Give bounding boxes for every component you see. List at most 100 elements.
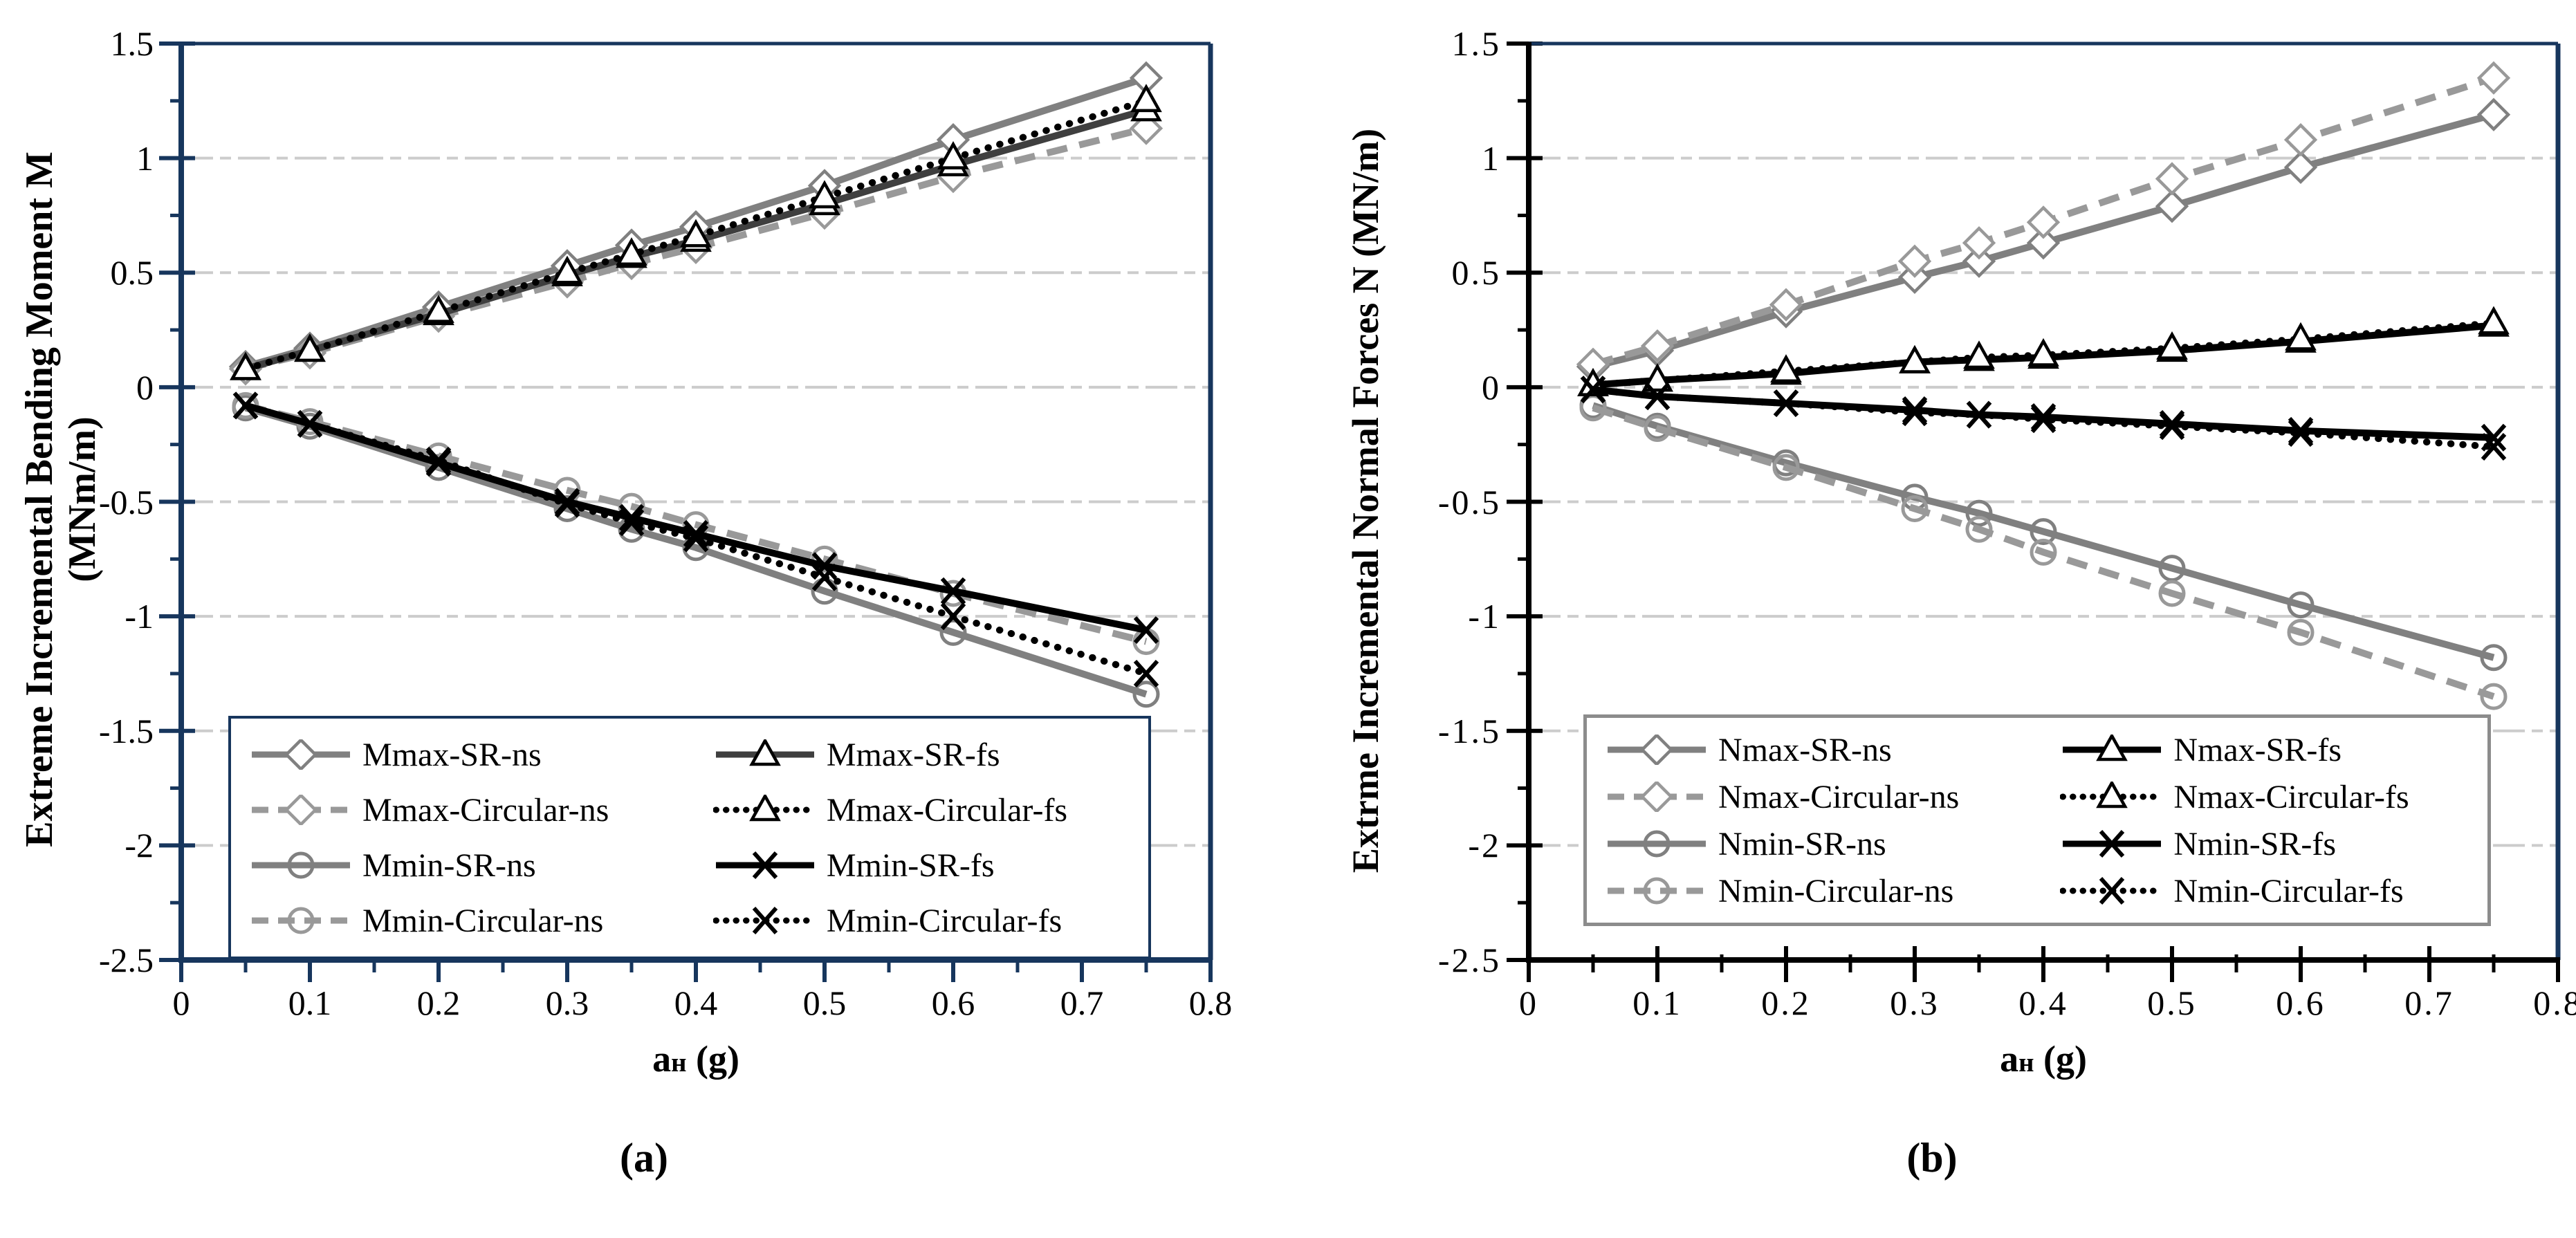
x-tick-label: 0	[1519, 983, 1538, 1022]
series-marker-circle	[1132, 681, 1160, 708]
legend-item-Nmax-SR-fs: Nmax-SR-fs	[2060, 731, 2482, 769]
y-tick-label: 0.5	[1451, 253, 1501, 293]
series-line-Nmin-SR-fs	[1592, 386, 2494, 441]
x-tick-label: 0.1	[1632, 983, 1682, 1022]
legend-item-Nmin-SR-fs: Nmin-SR-fs	[2060, 825, 2482, 863]
y-tick-label: -2.5	[1437, 941, 1501, 979]
series-marker-x	[940, 577, 966, 605]
legend-swatch	[1608, 877, 1706, 905]
series-marker-x	[2099, 830, 2125, 858]
legend-swatch	[1608, 830, 1706, 858]
legend-label: Mmin-SR-ns	[362, 847, 536, 884]
y-tick-label: -1	[125, 597, 154, 636]
x-tick-label: 0.8	[2533, 983, 2576, 1022]
legend-swatch	[715, 739, 814, 766]
series-line-Nmin-Circular-ns	[1592, 404, 2495, 700]
series-marker-triangle	[423, 294, 454, 323]
series-marker-circle	[1644, 415, 1671, 442]
x-tick-label: 0.1	[288, 983, 332, 1022]
legend-item-Mmax-SR-fs: Mmax-SR-fs	[713, 736, 1143, 774]
series-line-Nmin-SR-ns	[1592, 402, 2495, 661]
legend-label: Mmax-Circular-fs	[826, 791, 1068, 829]
series-marker-circle	[2158, 580, 2186, 607]
x-tick-label: 0.8	[1188, 983, 1233, 1022]
x-tick-label: 0.4	[2018, 983, 2068, 1022]
legend-label: Mmax-SR-fs	[826, 736, 1000, 773]
series-marker-triangle	[1130, 84, 1162, 113]
series-marker-diamond	[2476, 61, 2511, 95]
legend-label: Nmax-Circular-fs	[2173, 778, 2409, 815]
series-marker-triangle	[749, 795, 781, 822]
series-marker-x	[618, 508, 645, 537]
series-marker-diamond	[1639, 782, 1674, 812]
x-tick-label: 0	[172, 983, 190, 1022]
series-marker-circle	[2480, 683, 2508, 710]
legend-swatch	[712, 795, 817, 822]
y-tick-label: -0.5	[1437, 482, 1501, 521]
y-tick-label: -1	[1468, 597, 1501, 636]
series-marker-x	[940, 602, 966, 631]
series-marker-triangle	[2096, 782, 2128, 809]
chart-a-plot-svg	[159, 41, 1213, 982]
legend-item-Mmax-SR-ns: Mmax-SR-ns	[249, 736, 713, 774]
caption-b: (b)	[1906, 1135, 1958, 1181]
legend-item-Nmin-SR-ns: Nmin-SR-ns	[1605, 825, 2060, 863]
series-marker-circle	[939, 618, 967, 646]
legend-label: Mmax-SR-ns	[362, 736, 542, 773]
legend-item-Mmin-SR-fs: Mmin-SR-fs	[713, 847, 1143, 885]
legend-label: Nmin-SR-fs	[2173, 825, 2337, 862]
legend-item-Mmax-Circular-ns: Mmax-Circular-ns	[249, 791, 713, 829]
series-marker-diamond	[2155, 162, 2189, 196]
series-marker-circle	[2287, 618, 2315, 646]
series-marker-circle	[2030, 518, 2057, 546]
x-tick-label: 0.3	[545, 983, 589, 1022]
series-marker-circle	[2287, 591, 2315, 619]
x-axis-title-symbol: a	[652, 1038, 672, 1080]
series-marker-x	[2159, 412, 2185, 441]
series-marker-triangle	[2285, 322, 2317, 351]
series-marker-triangle	[2478, 306, 2510, 335]
series-marker-triangle	[1899, 344, 1931, 373]
x-axis-title-unit: (g)	[2034, 1038, 2087, 1080]
y-tick-label: -1.5	[98, 711, 154, 750]
series-line-Mmin-Circular-fs	[242, 402, 1150, 677]
y-axis-title-line1: Extrme Incremental Normal Forces N (MN/m…	[1345, 128, 1386, 874]
x-tick-label: 0.7	[1060, 983, 1104, 1022]
series-marker-circle	[1772, 454, 1800, 481]
series-marker-x	[1133, 616, 1159, 644]
legend-swatch	[252, 851, 350, 879]
legend-label: Mmin-SR-fs	[826, 847, 995, 884]
legend-swatch	[1608, 782, 1706, 812]
legend-swatch	[2063, 830, 2162, 858]
series-marker-triangle	[294, 333, 326, 362]
x-tick-label: 0.2	[416, 983, 461, 1022]
legend-swatch	[2060, 877, 2164, 905]
series-marker-x	[752, 907, 778, 934]
legend-item-Nmin-Circular-ns: Nmin-Circular-ns	[1605, 872, 2060, 910]
series-marker-x	[811, 563, 838, 591]
series-marker-x	[2099, 877, 2125, 905]
legend-swatch	[2060, 782, 2164, 809]
legend-item-Mmin-Circular-fs: Mmin-Circular-fs	[712, 902, 1143, 940]
x-axis-title-unit: (g)	[686, 1038, 739, 1080]
x-tick-label: 0.5	[802, 983, 847, 1022]
legend-item-Mmin-SR-ns: Mmin-SR-ns	[249, 847, 713, 885]
series-marker-diamond	[2026, 226, 2061, 260]
series-marker-x	[2481, 433, 2507, 461]
series-marker-circle	[1643, 830, 1671, 858]
legend-swatch	[252, 739, 350, 770]
series-marker-x	[425, 446, 452, 474]
legend-item-Nmin-Circular-fs: Nmin-Circular-fs	[2060, 872, 2482, 910]
chart-a-legend: Mmax-SR-ns Mmax-Circular-ns Mmin-SR-ns Mmin…	[228, 716, 1151, 959]
y-tick-label: 0.5	[110, 253, 154, 293]
legend-swatch	[252, 907, 350, 934]
series-marker-x	[2288, 419, 2314, 447]
series-marker-triangle	[616, 237, 647, 266]
x-tick-label: 0.6	[931, 983, 975, 1022]
legend-label: Nmax-SR-ns	[1718, 731, 1892, 768]
series-marker-circle	[1643, 877, 1671, 905]
y-tick-label: 1.5	[1451, 24, 1501, 63]
series-marker-x	[2030, 405, 2057, 434]
legend-swatch	[1608, 735, 1706, 765]
series-marker-circle	[287, 907, 315, 934]
